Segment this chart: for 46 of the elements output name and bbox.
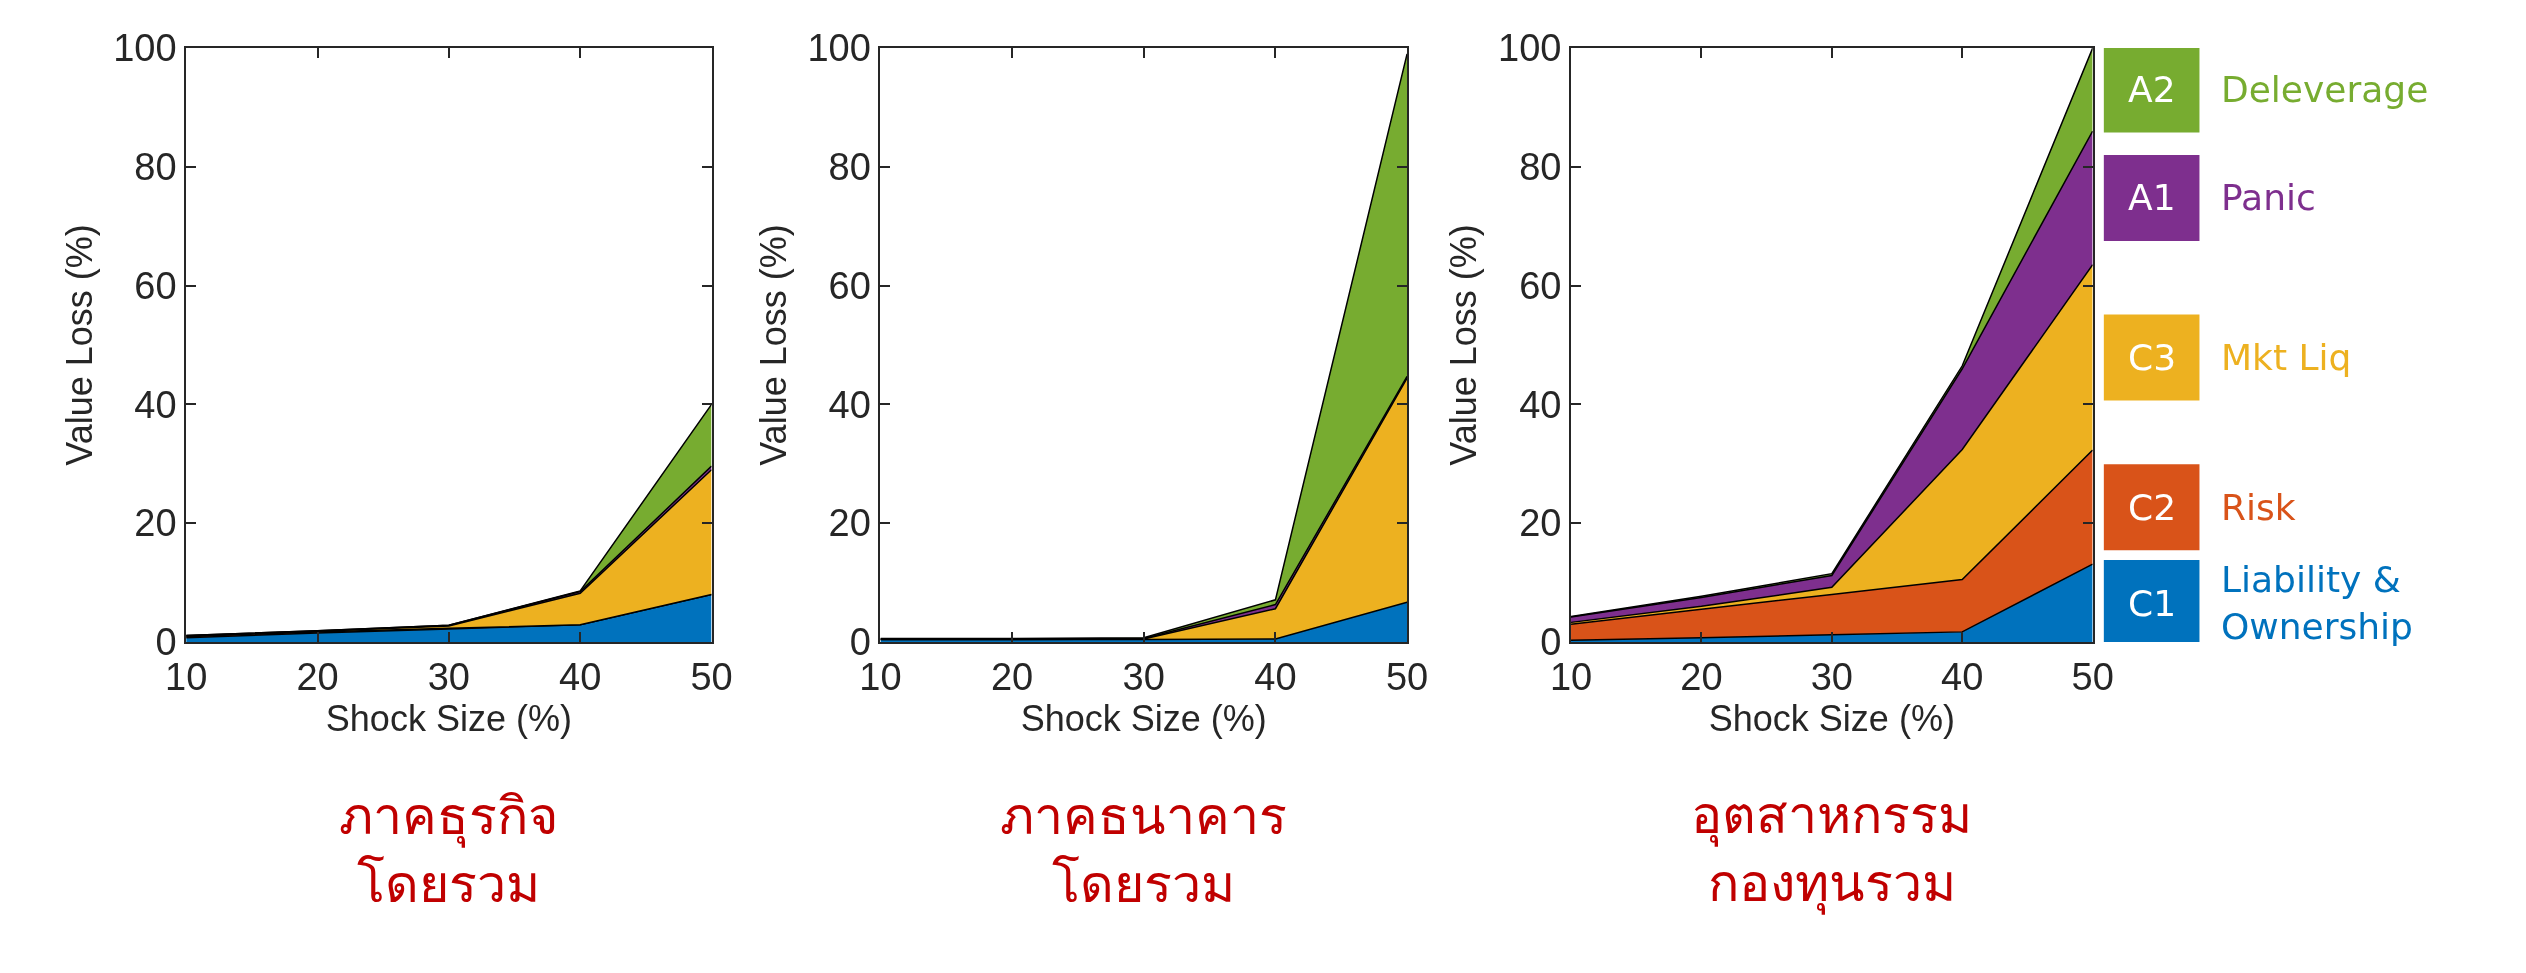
x-tick-label: 30 xyxy=(1810,655,1853,698)
y-tick-label: 60 xyxy=(134,264,177,307)
y-axis-title: Value Loss (%) xyxy=(1443,224,1485,466)
y-tick-label: 100 xyxy=(113,27,177,70)
legend-label: Mkt Liq xyxy=(2221,337,2352,378)
text: ภาคธนาคาร โดยรวม xyxy=(1000,786,1287,914)
y-tick-label: 80 xyxy=(828,146,871,189)
x-tick-label: 20 xyxy=(296,655,339,698)
y-tick-label: 20 xyxy=(828,502,871,545)
text: A2 xyxy=(2128,69,2176,110)
text: C1 xyxy=(2128,583,2177,624)
y-tick-label: 60 xyxy=(828,264,871,307)
x-tick-label: 50 xyxy=(2071,655,2114,698)
y-tick-label: 40 xyxy=(828,383,871,426)
y-tick-label: 80 xyxy=(1519,146,1562,189)
x-axis-title: Shock Size (%) xyxy=(325,697,572,739)
x-axis-title: Shock Size (%) xyxy=(1020,697,1267,739)
y-tick-label: 80 xyxy=(134,146,177,189)
text: C3 xyxy=(2128,337,2177,378)
legend-label: Liability & Ownership xyxy=(2221,559,2413,647)
x-tick-label: 40 xyxy=(1254,655,1297,698)
y-axis-title: Value Loss (%) xyxy=(752,224,794,466)
y-tick-label: 20 xyxy=(1519,502,1562,545)
y-axis-title: Value Loss (%) xyxy=(58,224,100,466)
y-tick-label: 40 xyxy=(134,383,177,426)
x-tick-label: 30 xyxy=(427,655,471,698)
y-tick-label: 40 xyxy=(1519,383,1562,426)
legend-label: Risk xyxy=(2221,487,2296,528)
text: อุตสาหกรรม กองทุนรวม xyxy=(1691,785,1972,915)
x-tick-label: 50 xyxy=(690,655,733,698)
x-tick-label: 20 xyxy=(990,655,1034,698)
y-tick-label: 60 xyxy=(1519,264,1562,307)
x-tick-label: 40 xyxy=(559,655,602,698)
y-tick-label: 20 xyxy=(134,502,177,545)
legend-label: Deleverage xyxy=(2221,69,2429,110)
x-axis-title: Shock Size (%) xyxy=(1708,697,1955,739)
text: A1 xyxy=(2128,177,2176,218)
x-tick-label: 50 xyxy=(1385,655,1429,698)
x-tick-label: 30 xyxy=(1122,655,1165,698)
legend-label: Panic xyxy=(2221,177,2316,218)
text: C2 xyxy=(2128,487,2177,528)
x-tick-label: 40 xyxy=(1941,655,1984,698)
x-tick-label: 20 xyxy=(1680,655,1723,698)
text: ภาคธุรกิจ โดยรวม xyxy=(339,786,558,914)
y-tick-label: 100 xyxy=(1498,27,1562,70)
y-tick-label: 100 xyxy=(807,27,871,70)
